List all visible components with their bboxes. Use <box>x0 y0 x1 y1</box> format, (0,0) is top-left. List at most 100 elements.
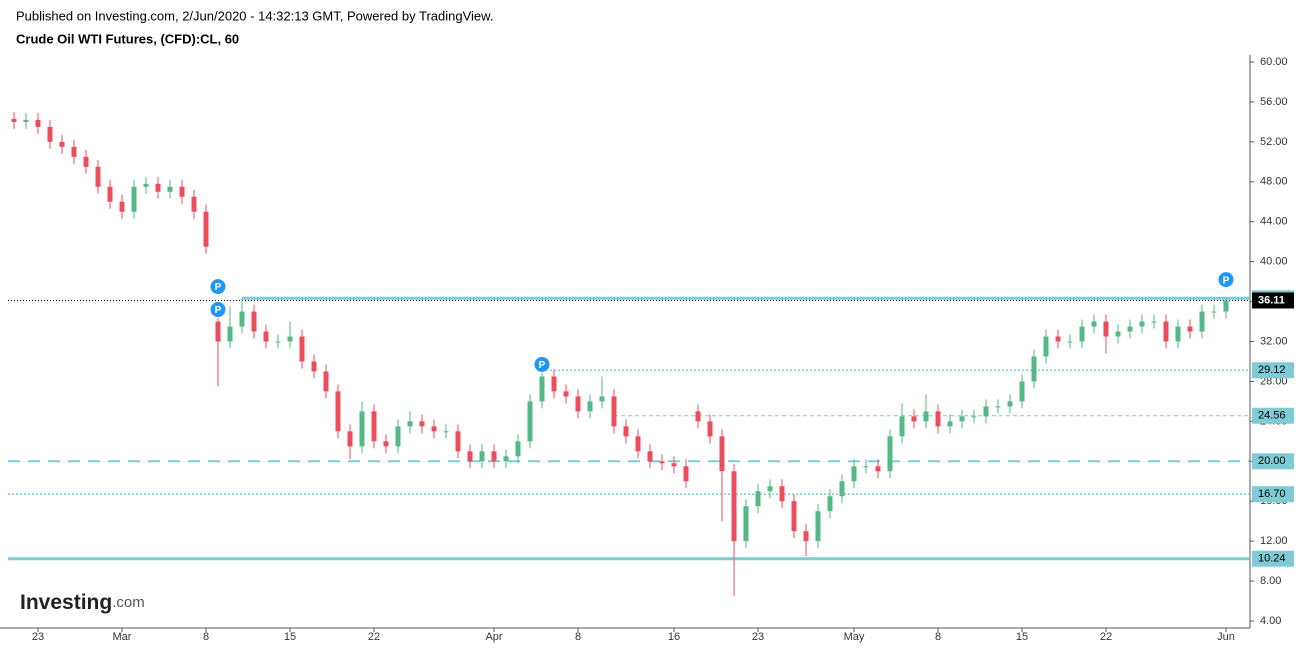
y-tick-label: 28.00 <box>1260 375 1288 387</box>
candle-body <box>527 401 533 442</box>
candle-body <box>1043 336 1049 357</box>
level-label: 29.12 <box>1258 364 1286 376</box>
candle-body <box>395 426 401 447</box>
candle-body <box>59 141 65 147</box>
candle-body <box>539 376 545 402</box>
candle-body <box>1139 321 1145 327</box>
y-tick-label: 44.00 <box>1260 216 1288 228</box>
candle-body <box>563 391 569 397</box>
candle-body <box>287 336 293 342</box>
x-tick-label: 15 <box>284 631 296 643</box>
candle-body <box>359 411 365 447</box>
y-tick-label: 4.00 <box>1260 615 1281 627</box>
candle-body <box>155 183 161 192</box>
candle-body <box>1007 401 1013 407</box>
candle-body <box>491 451 497 462</box>
marker <box>533 355 551 373</box>
marker-label: P <box>539 360 546 371</box>
candle-body <box>683 466 689 482</box>
x-tick-label: 16 <box>668 631 680 643</box>
level-label-box <box>1252 486 1294 503</box>
candle-body <box>767 486 773 492</box>
candle-body <box>623 426 629 437</box>
x-tick-label: 23 <box>752 631 764 643</box>
x-tick-label: Apr <box>485 631 502 643</box>
candle-body <box>455 431 461 452</box>
candle-body <box>383 441 389 447</box>
logo-text[interactable]: Investing <box>20 591 112 614</box>
candle-body <box>995 406 1001 408</box>
candle-body <box>251 311 257 332</box>
candle-body <box>11 118 17 122</box>
candle-body <box>947 421 953 427</box>
candle-body <box>875 466 881 472</box>
candle-body <box>599 396 605 402</box>
candle-body <box>431 426 437 432</box>
candle-body <box>203 211 209 247</box>
y-tick-label: 56.00 <box>1260 96 1288 108</box>
x-tick-label: Jun <box>1217 631 1235 643</box>
symbol-title: Crude Oil WTI Futures, (CFD):CL, 60 <box>16 31 239 46</box>
candle-body <box>935 411 941 427</box>
y-tick-label: 12.00 <box>1260 535 1288 547</box>
candle-body <box>671 463 677 467</box>
candle-body <box>779 486 785 502</box>
candle-body <box>1055 336 1061 342</box>
candle-body <box>1091 321 1097 327</box>
candle-body <box>1115 331 1121 337</box>
candle-body <box>299 336 305 362</box>
candle-body <box>191 196 197 212</box>
candle-body <box>887 436 893 472</box>
candle-body <box>263 331 269 342</box>
logo[interactable]: Investing.com <box>20 591 145 614</box>
candle-body <box>839 481 845 497</box>
x-tick-label: 22 <box>1100 631 1112 643</box>
logo-name[interactable]: Investing.com <box>20 591 145 614</box>
x-tick-label: Mar <box>113 631 132 643</box>
x-tick-label: 15 <box>1016 631 1028 643</box>
candle-body <box>467 451 473 462</box>
candle-body <box>47 126 53 142</box>
candle-body <box>347 431 353 447</box>
level-label-box <box>1252 407 1294 424</box>
candles <box>11 111 1229 597</box>
candle-body <box>143 183 149 187</box>
marker <box>209 278 227 296</box>
candle-body <box>215 321 221 342</box>
candle-body <box>1175 326 1181 342</box>
candle-body <box>179 186 185 197</box>
level-label: 24.56 <box>1258 410 1286 422</box>
candle-body <box>911 416 917 422</box>
level-label-box <box>1252 453 1294 470</box>
candle-body <box>791 501 797 532</box>
candle-body <box>407 421 413 427</box>
candle-body <box>95 166 101 187</box>
candle-body <box>575 396 581 412</box>
candle-body <box>1067 341 1073 343</box>
candle-body <box>551 376 557 392</box>
candle-body <box>371 411 377 442</box>
candle-body <box>131 186 137 212</box>
logo-suffix[interactable]: .com <box>112 594 145 611</box>
candle-body <box>119 201 125 212</box>
x-tick-label: 8 <box>575 631 581 643</box>
marker-label: P <box>215 305 222 316</box>
candle-body <box>443 431 449 433</box>
candle-body <box>647 451 653 462</box>
candle-body <box>323 371 329 392</box>
candle-body <box>167 186 173 192</box>
y-tick-label: 60.00 <box>1260 56 1288 68</box>
last-price-label: 36.11 <box>1258 294 1285 306</box>
candle-body <box>611 396 617 427</box>
candle-body <box>755 491 761 507</box>
x-tick-label: 8 <box>203 631 209 643</box>
marker <box>1217 271 1235 289</box>
candle-body <box>863 466 869 468</box>
candle-body <box>107 186 113 202</box>
candle-body <box>971 416 977 418</box>
marker <box>209 301 227 319</box>
y-tick-label: 8.00 <box>1260 575 1281 587</box>
published-line: Published on Investing.com, 2/Jun/2020 -… <box>16 8 493 23</box>
candle-body <box>731 471 737 542</box>
candle-body <box>815 511 821 542</box>
